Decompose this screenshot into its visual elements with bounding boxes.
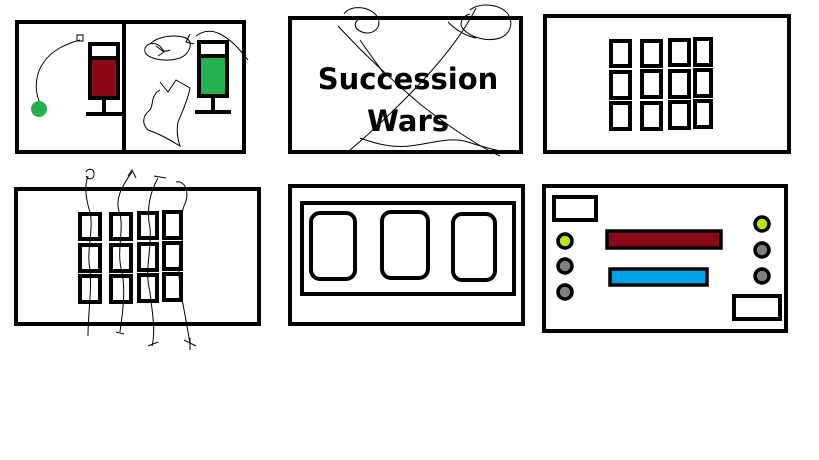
gray-light-right-2 (753, 267, 771, 285)
green-dot-icon (31, 101, 47, 117)
window-frame (300, 201, 516, 296)
lime-light-right (753, 215, 771, 233)
scribble-top (144, 33, 195, 61)
display-box-top (552, 195, 598, 222)
gray-light-left-1 (556, 257, 574, 275)
gray-light-right-1 (753, 241, 771, 259)
gray-light-left-2 (556, 283, 574, 301)
grid-cells (609, 37, 713, 131)
title-line-2: Wars (367, 104, 449, 138)
panel-grid-wired (14, 168, 261, 350)
panel-controls (542, 184, 788, 333)
display-box-bottom (732, 294, 782, 321)
lime-light-left (556, 232, 574, 250)
panel-tubes (15, 20, 249, 154)
wire-end (76, 34, 84, 42)
red-tube (86, 42, 122, 116)
window-right (451, 212, 497, 282)
cross-line-b (349, 7, 477, 151)
scribble-bottom (143, 79, 191, 148)
blue-bar (608, 267, 709, 287)
panel-grid (543, 14, 791, 154)
green-tube (195, 40, 231, 114)
title-line-1: Succession (318, 62, 499, 96)
cross-line-a (337, 25, 501, 157)
scribble-top-right (195, 30, 249, 61)
panel-title-card: Succession Wars (288, 4, 523, 157)
red-bar (605, 229, 723, 250)
window-middle (380, 210, 430, 280)
wire-scribble (35, 39, 81, 102)
scribble-cloud-right (447, 4, 512, 41)
scribble-cloud-left (343, 7, 385, 75)
scribble-bottom-line (359, 137, 507, 153)
panel-windows (288, 184, 525, 326)
wires (85, 168, 197, 350)
window-left (309, 211, 357, 281)
